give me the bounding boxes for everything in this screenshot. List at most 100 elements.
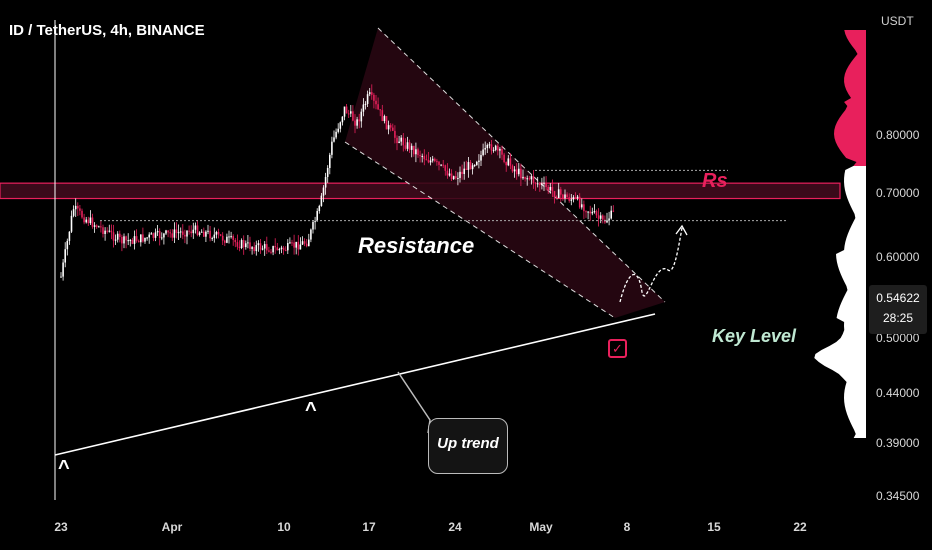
- candle-body: [387, 125, 390, 130]
- candle-body: [77, 205, 79, 209]
- candle-body: [452, 176, 455, 180]
- candle-body: [610, 210, 612, 219]
- candle-body: [608, 218, 610, 221]
- y-tick-label: 0.34500: [876, 489, 920, 503]
- candle-body: [93, 225, 96, 227]
- candle-body: [438, 161, 440, 165]
- candle-body: [196, 225, 199, 236]
- candle-body: [566, 194, 568, 198]
- candle-body: [251, 247, 253, 249]
- chart-title: ID / TetherUS, 4h, BINANCE: [9, 22, 205, 39]
- candle-body: [396, 137, 398, 144]
- candle-body: [310, 229, 312, 240]
- candle-body: [368, 92, 371, 95]
- candle-body: [142, 234, 144, 242]
- candle-body: [133, 236, 136, 244]
- candle-body: [238, 246, 241, 248]
- candle-body: [492, 149, 495, 151]
- candle-body: [509, 158, 512, 166]
- key-level-label: Key Level: [712, 326, 797, 346]
- candle-body: [74, 205, 77, 210]
- candle-body: [541, 183, 543, 186]
- candle-body: [440, 164, 442, 166]
- candle-body: [219, 234, 222, 236]
- candle-body: [194, 225, 197, 230]
- candle-body: [555, 196, 558, 199]
- candle-body: [87, 219, 90, 224]
- candle-body: [394, 130, 396, 138]
- checkbox-checked-icon: ✓: [608, 339, 627, 358]
- candle-body: [385, 116, 388, 130]
- candle-body: [125, 236, 127, 241]
- candle-body: [602, 215, 604, 220]
- candle-body: [95, 225, 98, 228]
- candle-body: [291, 242, 293, 244]
- candle-body: [270, 251, 272, 253]
- candle-body: [528, 178, 531, 180]
- candle-body: [152, 233, 155, 238]
- candle-body: [266, 244, 268, 251]
- candle-body: [127, 240, 129, 242]
- candle-body: [89, 217, 92, 224]
- candle-body: [599, 215, 602, 219]
- x-tick-label: Apr: [161, 520, 183, 534]
- candle-body: [595, 211, 598, 216]
- up-trend-callout: Up trend: [428, 418, 508, 474]
- candle-body: [341, 116, 344, 123]
- candle-body: [108, 230, 111, 232]
- candle-body: [135, 236, 138, 241]
- candle-body: [484, 148, 486, 150]
- candle-body: [377, 104, 379, 110]
- candle-body: [551, 187, 554, 192]
- candle-countdown: 28:25: [882, 311, 914, 325]
- candle-body: [362, 104, 365, 112]
- candle-body: [215, 231, 218, 235]
- candle-body: [425, 159, 428, 161]
- candle-body: [175, 229, 178, 233]
- candle-body: [253, 247, 255, 252]
- channel-upper-line: [377, 27, 666, 303]
- candle-body: [530, 176, 533, 180]
- candle-body: [131, 239, 134, 244]
- chevron-up-icon: ^: [305, 399, 317, 421]
- candle-body: [301, 241, 304, 245]
- candle-body: [186, 230, 188, 237]
- candle-body: [392, 127, 394, 131]
- x-tick-label: 10: [277, 520, 291, 534]
- candle-body: [326, 167, 329, 177]
- candle-body: [163, 233, 165, 238]
- candle-body: [383, 116, 386, 122]
- projection-arrowhead: [675, 224, 688, 236]
- projection-path: [619, 227, 683, 303]
- last-price-tag: 0.54622 28:25: [869, 285, 927, 334]
- candle-body: [413, 145, 415, 155]
- candle-body: [375, 100, 377, 105]
- x-tick-label: May: [529, 520, 553, 534]
- candle-body: [350, 111, 352, 114]
- candle-body: [261, 248, 264, 250]
- candle-body: [110, 230, 113, 233]
- candle-body: [471, 165, 474, 170]
- candle-body: [200, 231, 203, 233]
- candle-body: [272, 246, 274, 253]
- candle-body: [469, 162, 472, 170]
- candle-body: [121, 236, 123, 244]
- candle-body: [318, 205, 321, 212]
- candle-body: [333, 137, 335, 142]
- candle-body: [515, 169, 518, 175]
- candle-body: [461, 171, 463, 175]
- candle-body: [518, 168, 520, 175]
- y-tick-label: 0.80000: [876, 128, 920, 142]
- candle-body: [564, 194, 566, 199]
- candle-body: [511, 165, 514, 172]
- chevron-up-icon: ^: [58, 457, 70, 479]
- candle-body: [173, 229, 176, 238]
- candle-body: [148, 234, 150, 238]
- candle-body: [167, 230, 169, 233]
- candle-body: [488, 144, 491, 146]
- y-tick-label: 0.50000: [876, 331, 920, 345]
- candle-body: [410, 145, 413, 150]
- y-tick-label: 0.70000: [876, 186, 920, 200]
- candle-body: [539, 183, 541, 186]
